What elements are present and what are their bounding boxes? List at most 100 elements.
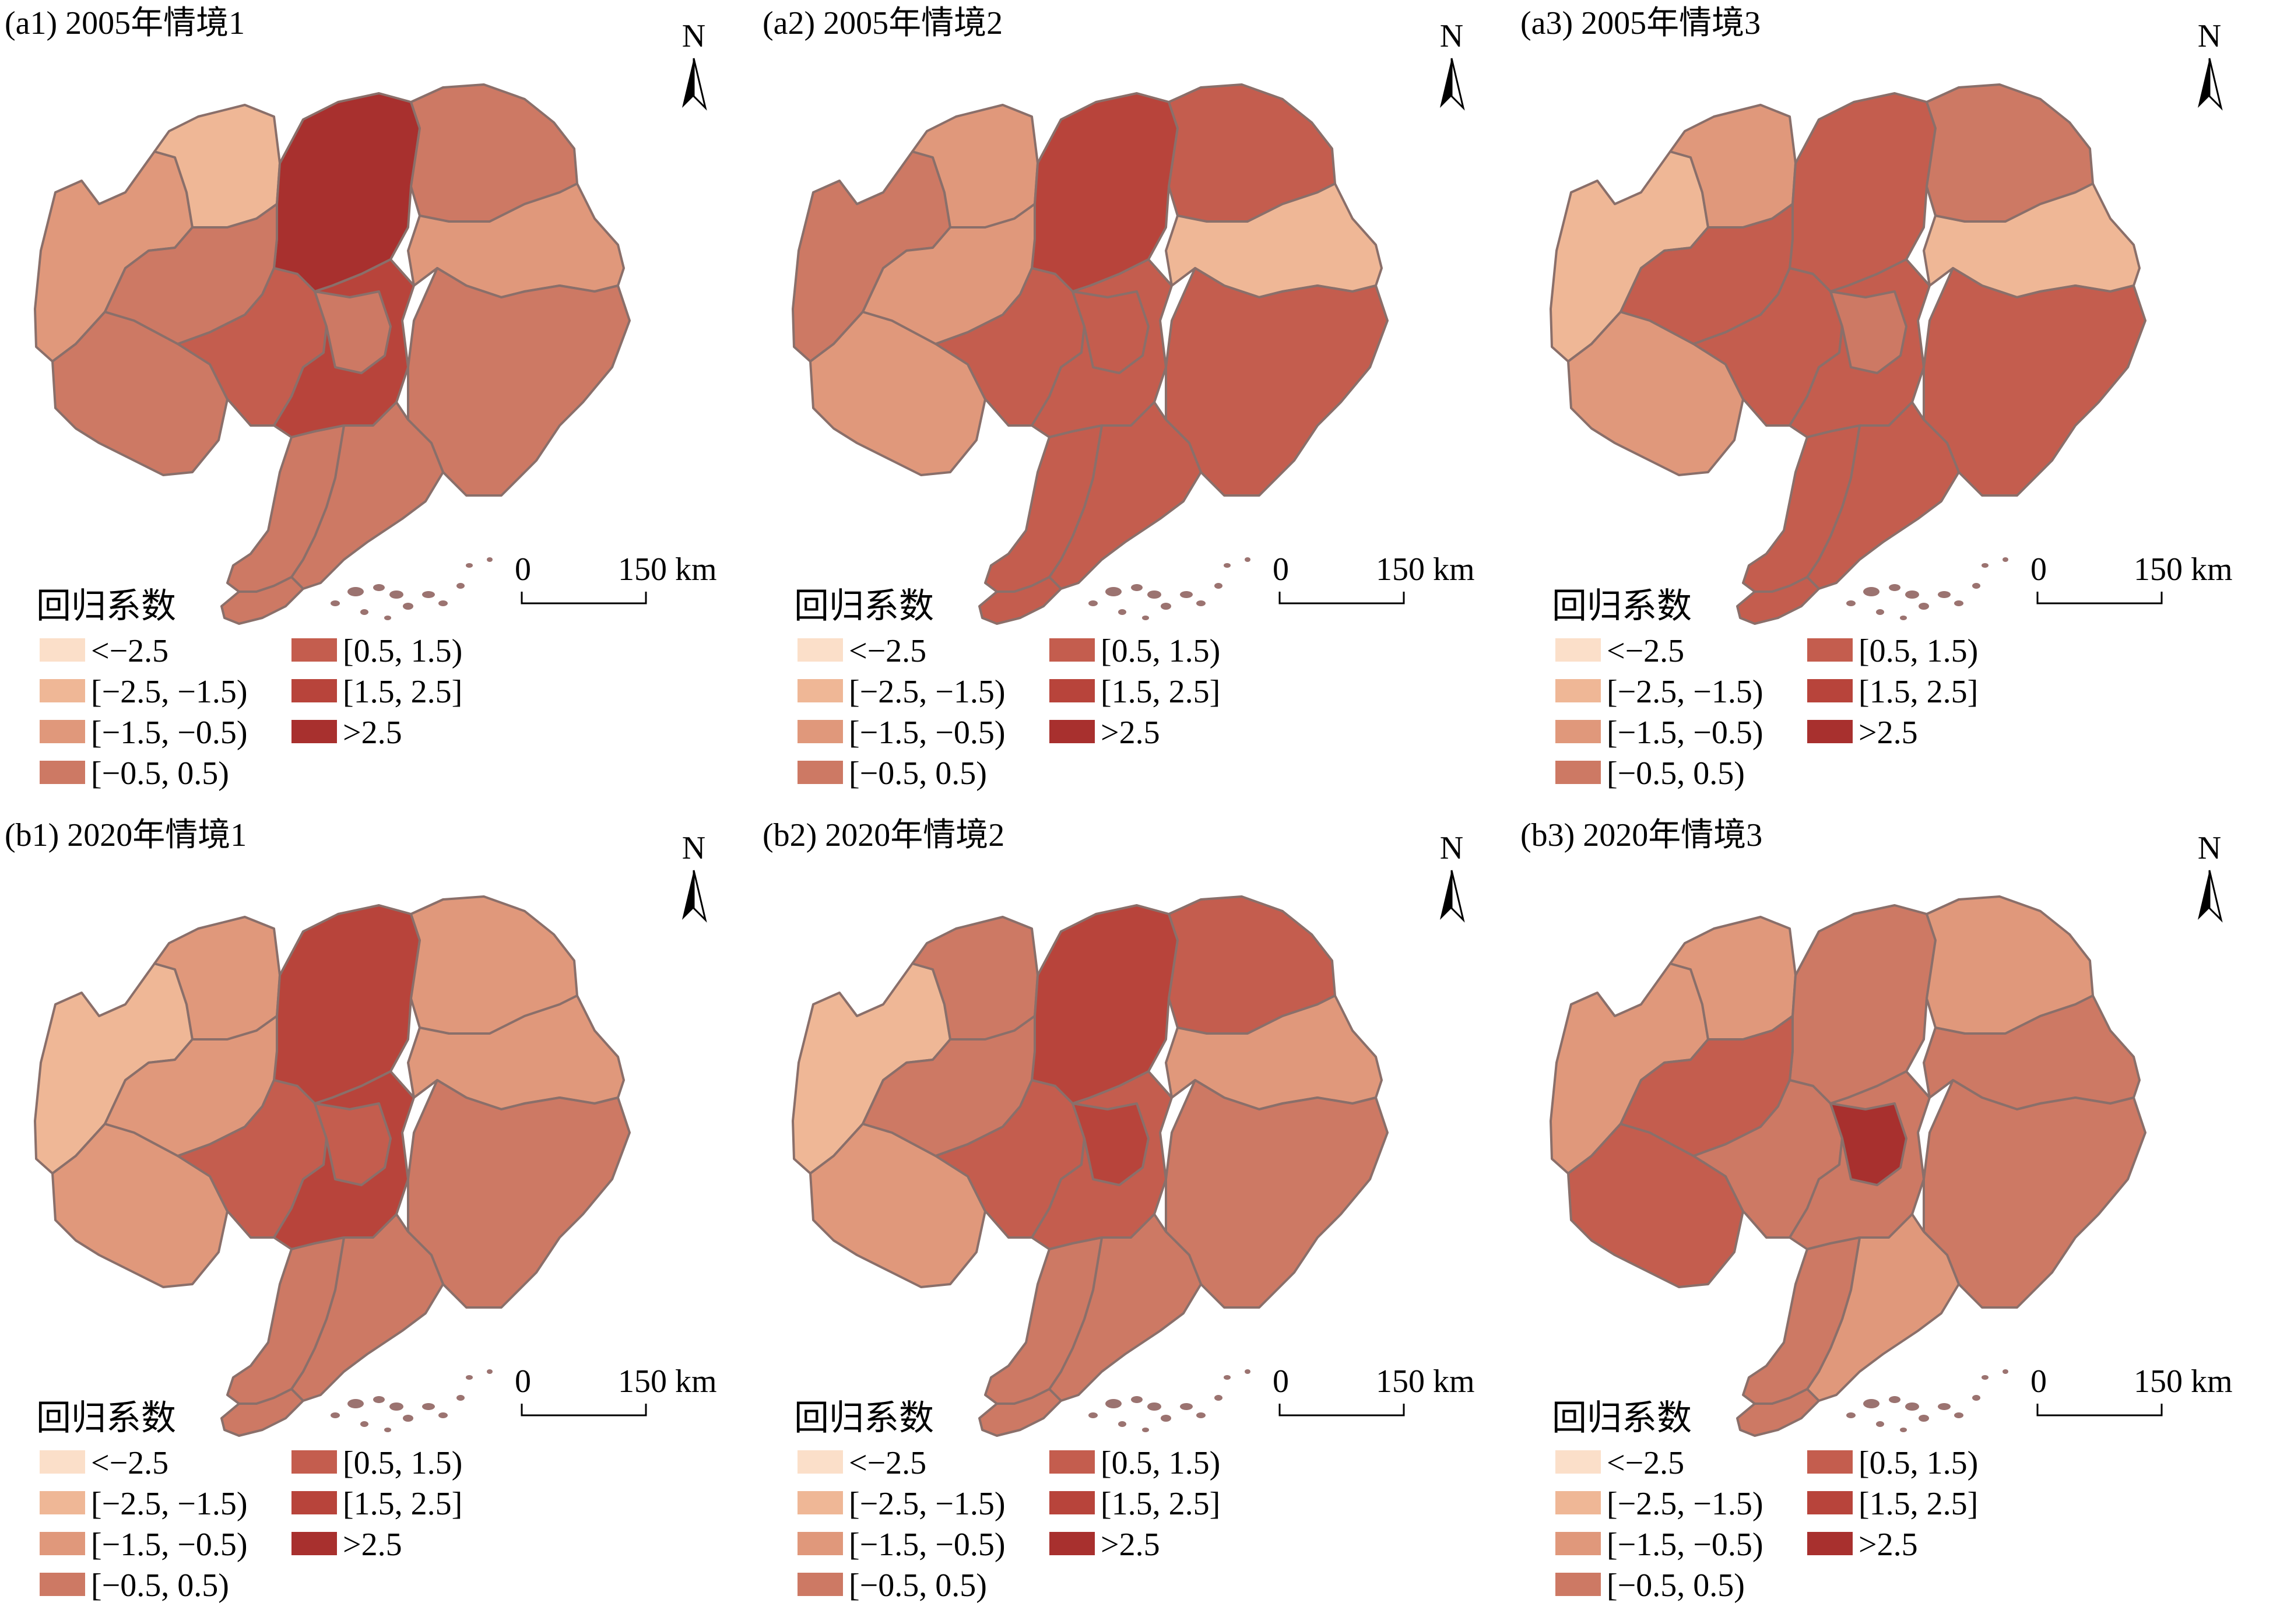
island bbox=[347, 1399, 364, 1408]
scale-end-label: 150 km bbox=[1376, 1363, 1475, 1400]
island bbox=[1180, 591, 1193, 598]
north-arrow-icon bbox=[2198, 870, 2223, 923]
region-south-east bbox=[1923, 267, 2146, 497]
legend-label: >2.5 bbox=[1101, 715, 1160, 751]
island bbox=[403, 1415, 413, 1422]
legend-swatch bbox=[1049, 679, 1095, 702]
region-south-east bbox=[407, 267, 631, 497]
scale-bar: 0 150 km bbox=[2030, 1363, 2233, 1416]
legend-label: [−0.5, 0.5) bbox=[849, 1567, 987, 1604]
legend-swatch bbox=[798, 761, 843, 784]
legend-swatch bbox=[1555, 679, 1601, 702]
legend-swatch bbox=[798, 720, 843, 743]
legend-swatch bbox=[291, 679, 337, 702]
region-central-north bbox=[1031, 92, 1179, 293]
island bbox=[1919, 1415, 1929, 1422]
region-enclave bbox=[1829, 290, 1907, 374]
island bbox=[1214, 1395, 1222, 1401]
island bbox=[1876, 1421, 1884, 1427]
legend-label: [1.5, 2.5] bbox=[1101, 674, 1220, 710]
legend-label: [0.5, 1.5) bbox=[1101, 633, 1220, 669]
legend-label: <−2.5 bbox=[1607, 633, 1684, 669]
island bbox=[1088, 600, 1098, 606]
island bbox=[2003, 1369, 2008, 1374]
legend-swatch bbox=[40, 1532, 85, 1555]
region-south-east bbox=[407, 1079, 631, 1309]
legend-swatch bbox=[1049, 720, 1095, 743]
island bbox=[1889, 584, 1900, 591]
choropleth-map: N 0 150 km 回归系数 <−2.5 [−2.5, −1.5) [−1.5, −0.5… bbox=[1550, 830, 2233, 1604]
map-panel-a2: N 0 150 km 回归系数 <−2.5 [−2.5, −1.5) [−1.5, −0.5… bbox=[758, 0, 1516, 812]
region-central-north bbox=[1789, 92, 1937, 293]
island bbox=[389, 1402, 403, 1411]
island bbox=[360, 609, 368, 615]
island bbox=[1196, 600, 1206, 606]
scale-end-label: 150 km bbox=[618, 551, 717, 588]
island bbox=[1863, 587, 1879, 596]
region-peninsula-tip bbox=[220, 1388, 304, 1437]
island bbox=[422, 1403, 435, 1410]
map-regions bbox=[34, 895, 631, 1437]
legend: 回归系数 <−2.5 [−2.5, −1.5) [−1.5, −0.5) [−0.5, … bbox=[36, 587, 462, 792]
north-label: N bbox=[682, 18, 705, 54]
north-arrow-icon bbox=[682, 870, 707, 923]
legend-swatch bbox=[291, 638, 337, 662]
north-label: N bbox=[2198, 18, 2221, 54]
region-central-north bbox=[1031, 904, 1179, 1105]
island bbox=[384, 616, 391, 620]
legend-label: [−1.5, −0.5) bbox=[1607, 1527, 1763, 1563]
island bbox=[1954, 600, 1963, 606]
legend-swatch bbox=[1807, 679, 1853, 702]
island bbox=[360, 1421, 368, 1427]
legend-swatch bbox=[40, 720, 85, 743]
legend-swatch bbox=[40, 1450, 85, 1474]
island bbox=[1118, 609, 1126, 615]
island bbox=[1938, 1403, 1951, 1410]
choropleth-map: N 0 150 km 回归系数 <−2.5 [−2.5, −1.5) [−1.5, −0.5… bbox=[792, 18, 1475, 792]
map-panel-a3: N 0 150 km 回归系数 <−2.5 [−2.5, −1.5) [−1.5, −0.5… bbox=[1516, 0, 2273, 812]
map-panel-b3: N 0 150 km 回归系数 <−2.5 [−2.5, −1.5) [−1.5, −0.5… bbox=[1516, 812, 2273, 1624]
map-regions bbox=[1550, 895, 2146, 1437]
island bbox=[1863, 1399, 1879, 1408]
island bbox=[331, 1412, 340, 1418]
map-regions bbox=[792, 895, 1389, 1437]
scale-end-label: 150 km bbox=[1376, 551, 1475, 588]
island bbox=[466, 1375, 473, 1380]
island bbox=[1900, 616, 1907, 620]
map-regions bbox=[792, 83, 1389, 625]
island bbox=[1900, 1428, 1907, 1432]
legend-swatch bbox=[798, 1450, 843, 1474]
legend-swatch bbox=[1049, 1491, 1095, 1514]
island bbox=[438, 1412, 448, 1418]
scale-bar: 0 150 km bbox=[1273, 1363, 1475, 1416]
island bbox=[1196, 1412, 1206, 1418]
map-regions bbox=[34, 83, 631, 625]
map-panel-a1: N 0 150 km 回归系数 <−2.5 [−2.5, −1.5) [−1.5, −0.5… bbox=[0, 0, 758, 812]
island bbox=[456, 583, 465, 589]
legend-label: [−2.5, −1.5) bbox=[849, 674, 1005, 710]
island bbox=[456, 1395, 465, 1401]
island bbox=[1214, 583, 1222, 589]
island bbox=[1846, 1412, 1856, 1418]
legend-label: [−1.5, −0.5) bbox=[849, 1527, 1005, 1563]
legend-swatch bbox=[291, 1491, 337, 1514]
legend-label: [−0.5, 0.5) bbox=[1607, 1567, 1745, 1604]
legend-label: <−2.5 bbox=[849, 633, 926, 669]
choropleth-map: N 0 150 km 回归系数 <−2.5 [−2.5, −1.5) [−1.5, −0.5… bbox=[1550, 18, 2233, 792]
legend-swatch bbox=[1555, 638, 1601, 662]
legend-swatch bbox=[1555, 1532, 1601, 1555]
legend-swatch bbox=[1049, 1532, 1095, 1555]
legend: 回归系数 <−2.5 [−2.5, −1.5) [−1.5, −0.5) [−0.5, … bbox=[1552, 587, 1978, 792]
legend-swatch bbox=[40, 1573, 85, 1596]
north-label: N bbox=[682, 830, 705, 866]
legend-label: <−2.5 bbox=[91, 633, 168, 669]
choropleth-map: N 0 150 km 回归系数 <−2.5 [−2.5, −1.5) [−1.5, −0.5… bbox=[34, 18, 717, 792]
legend-label: [0.5, 1.5) bbox=[343, 633, 462, 669]
scale-zero-label: 0 bbox=[515, 551, 531, 588]
island bbox=[1972, 1395, 1980, 1401]
legend-title: 回归系数 bbox=[36, 587, 176, 625]
legend-label: <−2.5 bbox=[849, 1445, 926, 1481]
island bbox=[1954, 1412, 1963, 1418]
island bbox=[384, 1428, 391, 1432]
legend-title: 回归系数 bbox=[1552, 587, 1692, 625]
